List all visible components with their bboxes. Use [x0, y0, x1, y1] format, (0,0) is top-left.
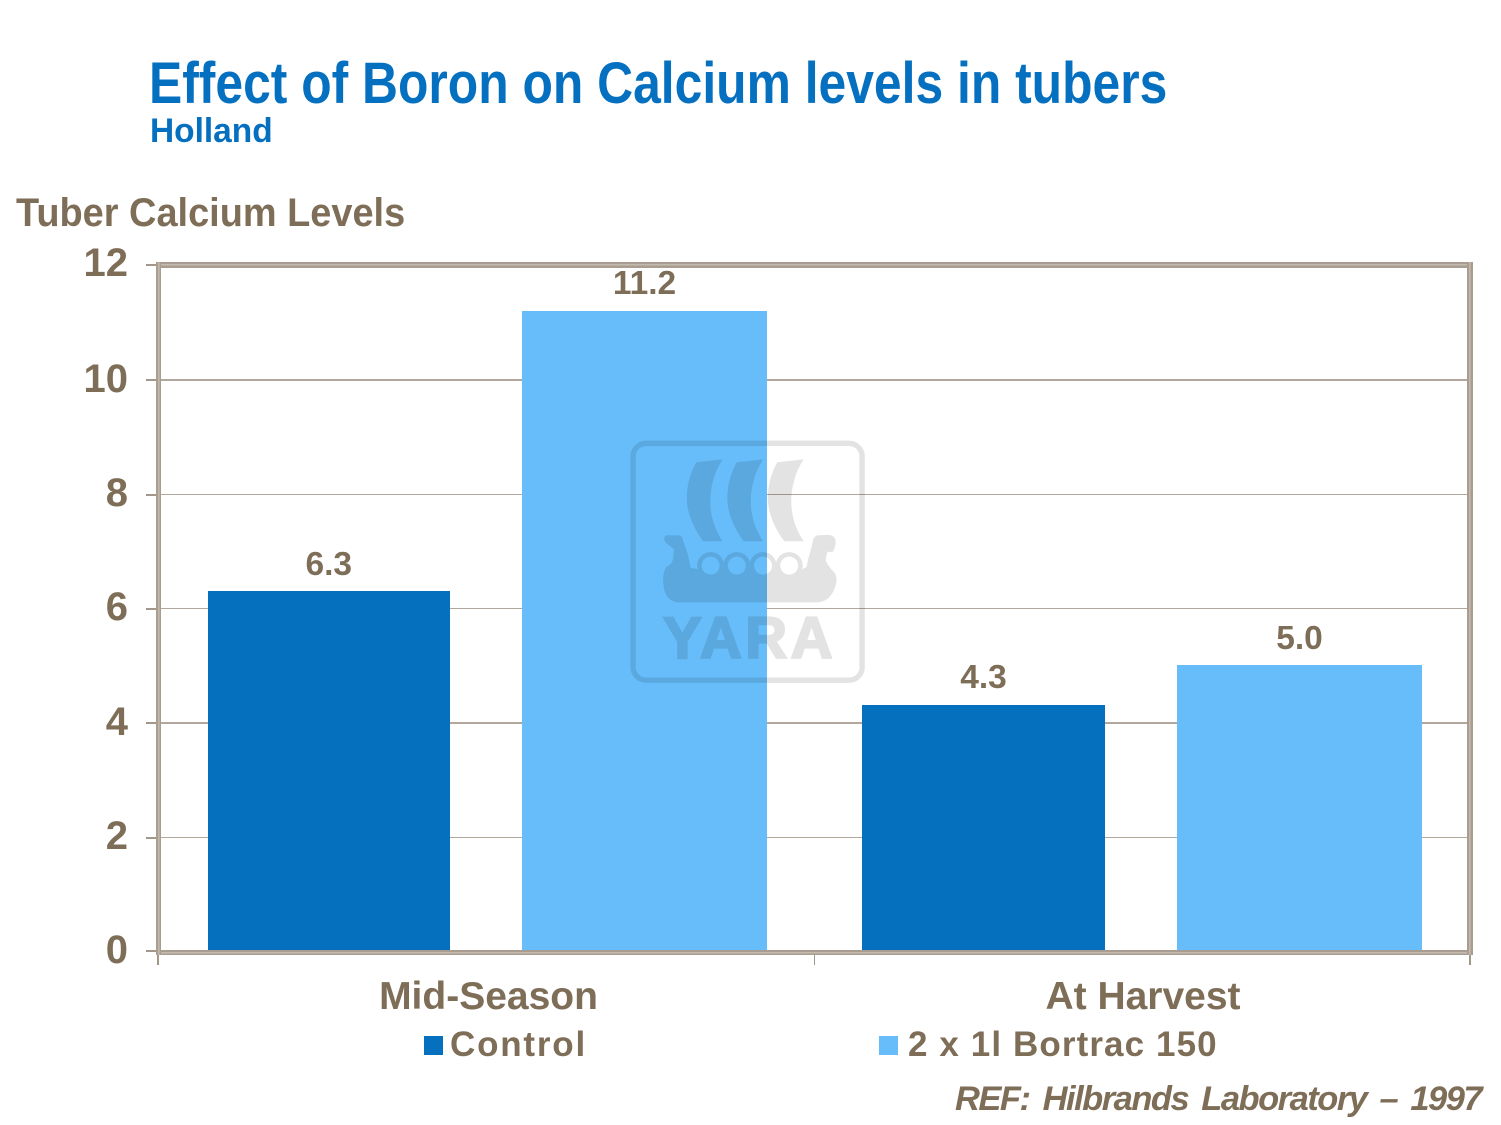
- svg-text:YARA: YARA: [663, 606, 836, 671]
